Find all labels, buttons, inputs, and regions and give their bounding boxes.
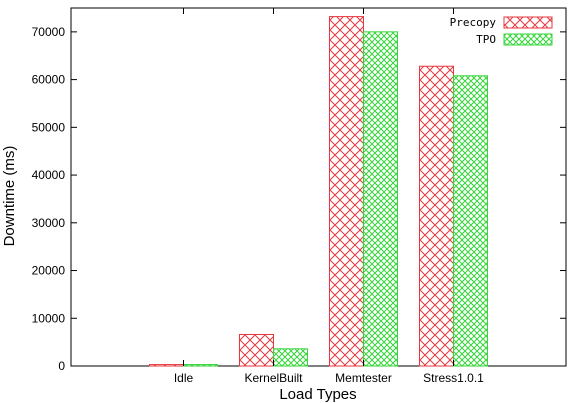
y-tick-label: 0 bbox=[58, 359, 65, 373]
y-tick-label: 20000 bbox=[32, 264, 66, 278]
bar-precopy-idle bbox=[149, 364, 184, 367]
x-tick-label: Memtester bbox=[335, 371, 392, 385]
y-tick-label: 40000 bbox=[32, 168, 66, 182]
x-tick-label: Stress1.0.1 bbox=[423, 371, 484, 385]
y-tick-label: 10000 bbox=[32, 311, 66, 325]
bar-precopy-memtester bbox=[329, 16, 364, 367]
x-tick-label: KernelBuilt bbox=[244, 371, 303, 385]
y-tick-label: 30000 bbox=[32, 216, 66, 230]
legend-swatch-precopy bbox=[503, 16, 553, 29]
bar-tpo-stress1-0-1 bbox=[453, 75, 488, 367]
bar-tpo-idle bbox=[183, 364, 218, 367]
y-tick-label: 70000 bbox=[32, 25, 66, 39]
x-axis-title: Load Types bbox=[279, 386, 356, 403]
y-tick-label: 60000 bbox=[32, 73, 66, 87]
y-axis-title: Downtime (ms) bbox=[1, 146, 18, 247]
bar-precopy-stress1-0-1 bbox=[419, 65, 454, 367]
legend-label-tpo: TPO bbox=[476, 33, 496, 46]
bar-precopy-kernelbuilt bbox=[239, 333, 274, 367]
y-tick-label: 50000 bbox=[32, 120, 66, 134]
legend-label-precopy: Precopy bbox=[450, 16, 497, 29]
plot-frame bbox=[70, 7, 567, 367]
bar-tpo-kernelbuilt bbox=[273, 348, 308, 367]
bar-tpo-memtester bbox=[363, 31, 398, 367]
x-tick-label: Idle bbox=[174, 371, 194, 385]
legend-swatch-tpo bbox=[503, 33, 553, 46]
